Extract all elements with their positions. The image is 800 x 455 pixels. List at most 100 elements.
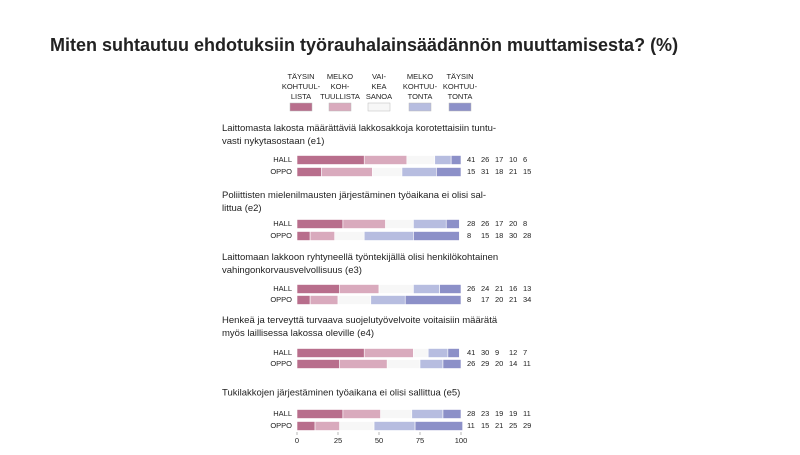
group-label: Poliittisten mielenilmausten järjestämin… [222, 190, 486, 214]
bar-segment [413, 219, 447, 229]
chart-title: Miten suhtautuu ehdotuksiin työrauhalain… [50, 35, 678, 55]
value-label: 6 [523, 155, 527, 164]
value-label: 10 [509, 155, 517, 164]
legend-label: MELKO KOHTUU-TONTA [403, 72, 438, 101]
value-label: 15 [481, 421, 489, 430]
row-label: HALL [273, 348, 292, 357]
bar-segment [296, 167, 322, 177]
value-label: 29 [481, 359, 489, 368]
value-label: 21 [509, 295, 517, 304]
bar-segment [436, 167, 462, 177]
row-label: HALL [273, 155, 292, 164]
bar-segment [419, 359, 444, 369]
bar-segment [296, 155, 365, 165]
x-tick-label: 0 [295, 436, 299, 445]
value-label: 14 [509, 359, 517, 368]
legend-swatch [408, 102, 432, 112]
bar-segment [427, 348, 449, 358]
bar-segment [296, 284, 340, 294]
bar-segment [401, 167, 437, 177]
value-label: 8 [467, 231, 471, 240]
group-label: Henkeä ja terveyttä turvaava suojelutyöv… [222, 315, 498, 339]
bar-segment [339, 284, 380, 294]
value-label: 41 [467, 348, 475, 357]
bar-segment [442, 409, 462, 419]
row-label: OPPO [270, 167, 292, 176]
bar-segment [296, 421, 316, 431]
bar-segment [342, 219, 386, 229]
legend-swatch [328, 102, 352, 112]
value-label: 34 [523, 295, 531, 304]
row-label: HALL [273, 219, 292, 228]
value-label: 19 [509, 409, 517, 418]
value-label: 17 [495, 219, 503, 228]
bar-segment [296, 295, 311, 305]
value-label: 28 [467, 409, 475, 418]
bar-segment [296, 409, 344, 419]
legend-label: TÄYSIN KOHTUUL-LISTA [282, 72, 321, 101]
bar-segment [334, 231, 365, 241]
bar-segment [378, 284, 414, 294]
legend-label: MELKO KOH-TUULLISTA [320, 72, 360, 101]
value-label: 26 [467, 359, 475, 368]
bar-segment [321, 167, 373, 177]
bar-segment [342, 409, 381, 419]
legend-swatch [289, 102, 313, 112]
value-label: 26 [481, 219, 489, 228]
value-label: 26 [481, 155, 489, 164]
value-label: 41 [467, 155, 475, 164]
value-label: 11 [523, 359, 531, 368]
row-label: OPPO [270, 231, 292, 240]
value-label: 13 [523, 284, 531, 293]
value-label: 26 [467, 284, 475, 293]
group-label: Laittomasta lakosta määrättäviä lakkosak… [222, 123, 496, 147]
bar-segment [450, 155, 462, 165]
group-label: Laittomaan lakkoon ryhtyneellä työntekij… [222, 252, 498, 276]
value-label: 20 [495, 359, 503, 368]
value-label: 12 [509, 348, 517, 357]
bar-segment [442, 359, 462, 369]
row-label: HALL [273, 409, 292, 418]
value-label: 28 [523, 231, 531, 240]
value-label: 23 [481, 409, 489, 418]
value-label: 21 [509, 167, 517, 176]
value-label: 24 [481, 284, 489, 293]
group-label: Tukilakkojen järjestäminen työaikana ei … [222, 388, 460, 399]
bar-segment [363, 155, 408, 165]
value-label: 30 [481, 348, 489, 357]
value-label: 16 [509, 284, 517, 293]
bar-segment [373, 421, 416, 431]
bar-segment [339, 359, 388, 369]
legend-label: TÄYSIN KOHTUU-TONTA [443, 72, 478, 101]
value-label: 25 [509, 421, 517, 430]
bar-segment [413, 348, 429, 358]
value-label: 31 [481, 167, 489, 176]
value-label: 8 [467, 295, 471, 304]
value-label: 21 [495, 421, 503, 430]
bar-segment [296, 231, 311, 241]
bar-segment [385, 219, 414, 229]
bar-segment [314, 421, 340, 431]
value-label: 15 [467, 167, 475, 176]
value-label: 18 [495, 167, 503, 176]
bar-segment [337, 295, 372, 305]
x-tick-label: 25 [334, 436, 342, 445]
bar-segment [296, 219, 344, 229]
bar-segment [413, 231, 460, 241]
value-label: 15 [523, 167, 531, 176]
x-tick-label: 50 [375, 436, 383, 445]
bar-segment [386, 359, 421, 369]
value-label: 17 [495, 155, 503, 164]
bar-segment [413, 284, 440, 294]
value-label: 17 [481, 295, 489, 304]
value-label: 28 [467, 219, 475, 228]
bar-segment [406, 155, 436, 165]
value-label: 11 [523, 409, 531, 418]
bar-segment [296, 359, 340, 369]
bar-segment [296, 348, 365, 358]
bar-segment [404, 295, 462, 305]
x-tick-label: 100 [455, 436, 468, 445]
bar-segment [411, 409, 444, 419]
bar-segment [414, 421, 463, 431]
